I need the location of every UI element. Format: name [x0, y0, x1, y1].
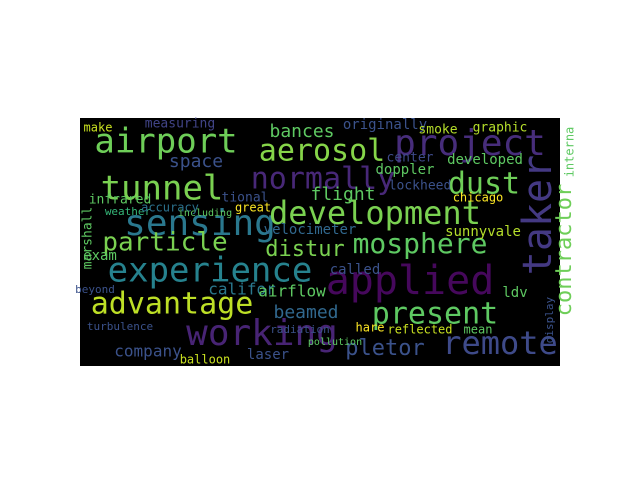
word: interna [563, 127, 577, 178]
word: balloon [180, 353, 231, 367]
word: development [269, 194, 481, 232]
word: lockheed [389, 179, 452, 194]
word: mean [464, 323, 493, 337]
word: tunnel [101, 169, 224, 209]
word: company [114, 342, 182, 361]
word: make [84, 121, 113, 135]
word: califor [208, 280, 276, 299]
word: mosphere [353, 227, 488, 260]
word: display [543, 296, 556, 343]
word: graphic [473, 121, 528, 136]
word: particle [102, 228, 227, 258]
word: measuring [145, 117, 215, 132]
word: project [394, 123, 546, 164]
word: hare [356, 321, 385, 335]
word: beyond [75, 283, 115, 296]
word: remote [442, 324, 558, 362]
word: normally [251, 162, 396, 197]
word: distur [265, 237, 344, 262]
word: chicago [453, 191, 504, 205]
word: bances [269, 121, 334, 142]
word: doppler [375, 162, 434, 178]
word: called [330, 262, 381, 278]
word: infrared [89, 193, 152, 208]
word: marshall [81, 207, 96, 270]
word: laser [247, 347, 289, 363]
word: pletor [345, 336, 424, 361]
word: flight [310, 184, 375, 205]
word: developed [447, 152, 523, 168]
word: dust [448, 167, 520, 202]
word: advantage [91, 287, 254, 322]
word: originally [343, 117, 427, 133]
word: ldv [502, 285, 527, 301]
word: present [372, 297, 498, 332]
word: airport [94, 122, 237, 162]
cloud-background [80, 118, 560, 366]
word: reflected [387, 323, 452, 337]
word: great [235, 201, 271, 215]
word: sensing [124, 203, 276, 244]
word: weather [105, 205, 152, 218]
word: applied [326, 258, 495, 304]
word: beamed [273, 302, 338, 323]
word: space [169, 151, 223, 172]
word: taker [515, 155, 561, 275]
word: working [186, 313, 338, 354]
word: tional [222, 191, 269, 206]
word: pollution [308, 337, 362, 348]
word: turbulence [87, 320, 153, 333]
word: velocimeter [264, 222, 357, 238]
word: accuracy [141, 201, 199, 215]
word: including [178, 208, 232, 219]
word: sunnyvale [445, 224, 521, 240]
word: exam [83, 248, 117, 264]
word: smoke [418, 123, 457, 138]
word: aerosol [259, 134, 385, 169]
word: center [387, 151, 434, 166]
word: experience [108, 251, 313, 291]
word: contractor [552, 184, 577, 316]
word: radiation [270, 323, 330, 336]
word: airflow [258, 282, 326, 301]
